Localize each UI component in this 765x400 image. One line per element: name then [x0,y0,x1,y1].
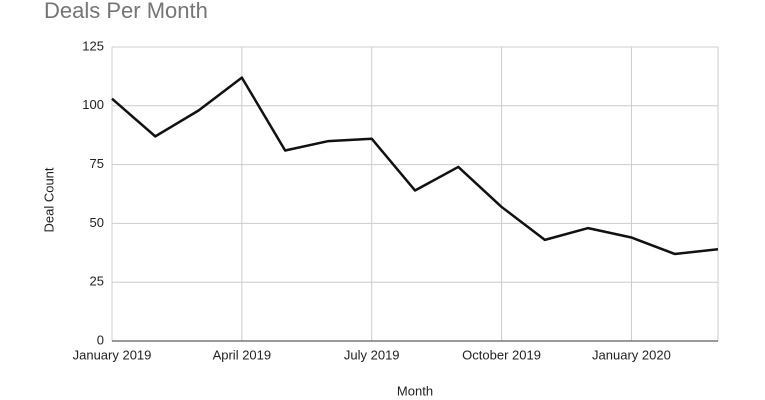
y-tick-label: 0 [97,332,104,347]
y-tick-label: 25 [90,274,104,289]
x-tick-label: January 2020 [592,347,671,362]
y-axis-label: Deal Count [41,167,56,232]
x-tick-label: April 2019 [213,347,272,362]
y-tick-label: 50 [90,215,104,230]
data-line [111,76,719,256]
x-tick-label: July 2019 [344,347,400,362]
y-tick-label: 125 [82,38,104,53]
chart-title: Deals Per Month [44,0,208,23]
y-tick-label: 100 [82,97,104,112]
x-tick-label: January 2019 [73,347,152,362]
y-tick-label: 75 [90,156,104,171]
x-tick-label: October 2019 [462,347,541,362]
x-axis-label: Month [397,383,433,398]
